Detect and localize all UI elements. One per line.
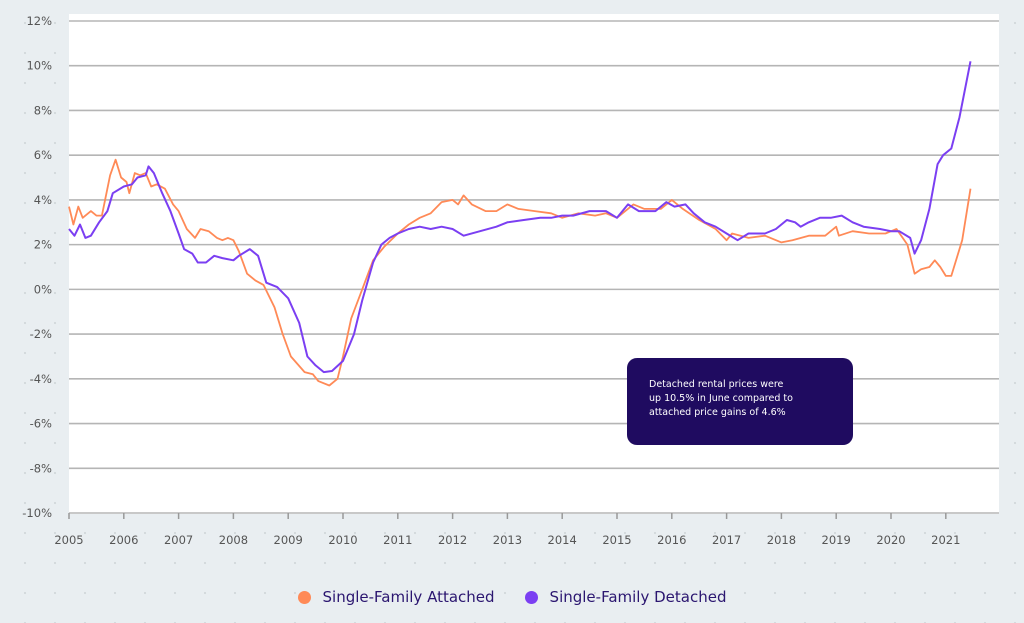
x-tick-label: 2008 <box>219 533 248 547</box>
annotation-line: up 10.5% in June compared to <box>649 393 793 404</box>
x-tick-label: 2009 <box>274 533 303 547</box>
annotation-line: Detached rental prices were <box>649 379 784 390</box>
x-tick-label: 2017 <box>712 533 741 547</box>
x-tick-label: 2018 <box>767 533 796 547</box>
legend-label: Single-Family Attached <box>322 588 495 606</box>
y-tick-label: 6% <box>34 148 52 162</box>
series-line-detached <box>68 61 972 374</box>
x-tick-label: 2005 <box>54 533 83 547</box>
y-tick-label: 4% <box>34 193 52 207</box>
y-tick-label: 8% <box>34 103 52 117</box>
y-tick-label: 10% <box>26 59 52 73</box>
y-tick-label: -4% <box>30 372 52 386</box>
x-tick-label: 2011 <box>383 533 412 547</box>
y-tick-label: 2% <box>34 238 52 252</box>
legend-item-detached[interactable]: Single-Family Detached <box>524 588 727 606</box>
series-lines <box>68 61 972 387</box>
x-tick-label: 2010 <box>328 533 357 547</box>
x-tick-label: 2019 <box>822 533 851 547</box>
legend-label: Single-Family Detached <box>549 588 727 606</box>
y-tick-label: 0% <box>34 282 52 296</box>
x-tick-label: 2012 <box>438 533 467 547</box>
x-tick-label: 2007 <box>164 533 193 547</box>
y-tick-label: -2% <box>30 327 52 341</box>
legend-dot-icon <box>524 590 538 604</box>
y-axis: 12% 10% 8% 6% 4% 2% 0% -2% -4% -6% -8% -10% <box>22 14 52 520</box>
annotation-line: attached price gains of 4.6% <box>649 407 786 418</box>
x-axis: 2005 2006 2007 2008 2009 2010 2011 2012 2013 2014… <box>54 513 960 547</box>
x-tick-label: 2013 <box>493 533 522 547</box>
legend: Single-Family Attached Single-Family Det… <box>0 588 1024 606</box>
x-tick-label: 2016 <box>657 533 686 547</box>
x-tick-label: 2015 <box>602 533 631 547</box>
x-tick-label: 2006 <box>109 533 138 547</box>
x-tick-label: 2014 <box>548 533 577 547</box>
y-tick-label: -6% <box>30 417 52 431</box>
annotation-box: Detached rental prices were up 10.5% in … <box>627 358 853 445</box>
y-tick-label: 12% <box>26 14 52 28</box>
plot-area <box>69 14 999 514</box>
legend-dot-icon <box>297 590 311 604</box>
y-tick-label: -10% <box>22 506 52 520</box>
series-line-attached <box>68 158 972 387</box>
x-tick-label: 2020 <box>876 533 905 547</box>
legend-item-attached[interactable]: Single-Family Attached <box>297 588 495 606</box>
x-tick-label: 2021 <box>931 533 960 547</box>
y-tick-label: -8% <box>30 461 52 475</box>
